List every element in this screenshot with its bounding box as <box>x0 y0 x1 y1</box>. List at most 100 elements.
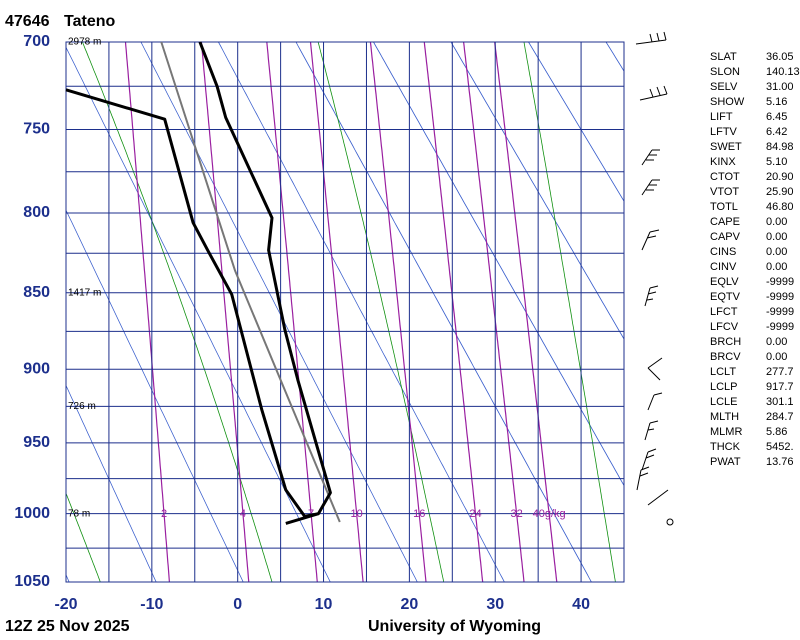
index-name: BRCH <box>710 336 741 348</box>
dry-adiabat <box>66 384 157 582</box>
index-name: MLTH <box>710 411 739 423</box>
index-value: 0.00 <box>766 351 787 363</box>
index-value: -9999 <box>766 291 794 303</box>
mixing-ratio-line <box>266 42 318 582</box>
index-value: 917.7 <box>766 381 794 393</box>
wind-barb <box>644 420 659 441</box>
calm-marker <box>666 518 674 526</box>
x-tick-label: 40 <box>572 596 590 613</box>
mixing-ratio-label: 4 <box>240 508 246 520</box>
index-value: 36.05 <box>766 51 794 63</box>
index-value: 0.00 <box>766 336 787 348</box>
y-tick-label: 1050 <box>14 573 50 590</box>
index-value: 6.42 <box>766 126 787 138</box>
height-label: 726 m <box>68 401 96 412</box>
index-name: LFTV <box>710 126 738 138</box>
index-name: LFCT <box>710 306 738 318</box>
wind-barb <box>647 357 663 381</box>
dry-adiabat <box>528 42 624 202</box>
index-value: 84.98 <box>766 141 794 153</box>
index-value: 0.00 <box>766 261 787 273</box>
index-name: LCLP <box>710 381 738 393</box>
mixing-ratio-label: 24 <box>469 508 481 520</box>
index-name: LCLE <box>710 396 738 408</box>
y-tick-label: 750 <box>23 121 50 138</box>
index-name: EQTV <box>710 291 741 303</box>
station-name: Tateno <box>64 13 115 30</box>
index-value: -9999 <box>766 306 794 318</box>
index-name: SELV <box>710 81 738 93</box>
dry-adiabat <box>140 42 418 582</box>
index-name: SWET <box>710 141 742 153</box>
index-value: 5.86 <box>766 426 787 438</box>
mixing-ratio-line <box>309 42 364 582</box>
index-name: MLMR <box>710 426 742 438</box>
index-name: KINX <box>710 156 736 168</box>
index-value: 46.80 <box>766 201 794 213</box>
index-name: VTOT <box>710 186 739 198</box>
index-value: 25.90 <box>766 186 794 198</box>
index-name: CTOT <box>710 171 740 183</box>
time-label: 12Z 25 Nov 2025 <box>5 618 130 635</box>
index-value: 0.00 <box>766 216 787 228</box>
index-value: 0.00 <box>766 246 787 258</box>
index-value: 13.76 <box>766 456 794 468</box>
x-tick-label: 0 <box>233 596 242 613</box>
parcel-line <box>160 41 341 523</box>
index-name: LFCV <box>710 321 739 333</box>
mixing-ratio-line <box>369 42 427 582</box>
station-id: 47646 <box>5 13 50 30</box>
x-tick-label: 20 <box>400 596 418 613</box>
index-value: 301.1 <box>766 396 794 408</box>
mixing-ratio-label: 32 <box>511 508 523 520</box>
mixing-ratio-label: 40g/kg <box>533 508 566 520</box>
wind-barb <box>641 149 660 166</box>
index-name: CINV <box>710 261 737 273</box>
height-label: 1417 m <box>68 287 101 298</box>
mixing-ratio-line <box>494 42 558 582</box>
index-name: LIFT <box>710 111 733 123</box>
x-tick-label: -20 <box>54 596 77 613</box>
y-tick-label: 800 <box>23 204 50 221</box>
index-name: SLON <box>710 66 740 78</box>
wind-barb <box>647 489 669 506</box>
index-name: THCK <box>710 441 741 453</box>
y-tick-label: 700 <box>23 33 50 50</box>
index-name: TOTL <box>710 201 738 213</box>
mixing-ratio-line <box>124 42 170 582</box>
y-tick-label: 900 <box>23 361 50 378</box>
index-value: 5.10 <box>766 156 787 168</box>
index-value: 20.90 <box>766 171 794 183</box>
x-tick-label: 10 <box>315 596 333 613</box>
grid: 700 750 800 850 900 950 1000 1050-20 -10 0 10 20 30 4… <box>14 33 625 613</box>
plot-frame <box>65 41 625 583</box>
index-name: BRCV <box>710 351 741 363</box>
index-value: 5.16 <box>766 96 787 108</box>
mixing-ratio-label: 2 <box>161 508 167 520</box>
mixing-ratio-line <box>423 42 484 582</box>
sounding-line <box>198 41 332 525</box>
mixing-ratio-line <box>463 42 525 582</box>
index-value: 6.45 <box>766 111 787 123</box>
dry-adiabat <box>295 42 592 582</box>
moist-adiabat <box>66 492 101 582</box>
wind-barb <box>635 31 667 45</box>
mixing-ratio-line <box>200 42 250 582</box>
index-value: -9999 <box>766 276 794 288</box>
index-value: 0.00 <box>766 231 787 243</box>
index-value: 31.00 <box>766 81 794 93</box>
wind-barb <box>644 285 659 307</box>
wind-barb <box>641 448 657 471</box>
y-tick-label: 1000 <box>14 505 50 522</box>
y-tick-label: 850 <box>23 284 50 301</box>
height-label: 2978 m <box>68 37 101 48</box>
x-tick-label: -10 <box>140 596 163 613</box>
dry-adiabat <box>66 209 244 582</box>
wind-barb <box>647 392 663 411</box>
index-value: 140.13 <box>766 66 800 78</box>
y-tick-label: 950 <box>23 434 50 451</box>
mixing-ratio-label: 16 <box>413 508 425 520</box>
index-name: LCLT <box>710 366 736 378</box>
